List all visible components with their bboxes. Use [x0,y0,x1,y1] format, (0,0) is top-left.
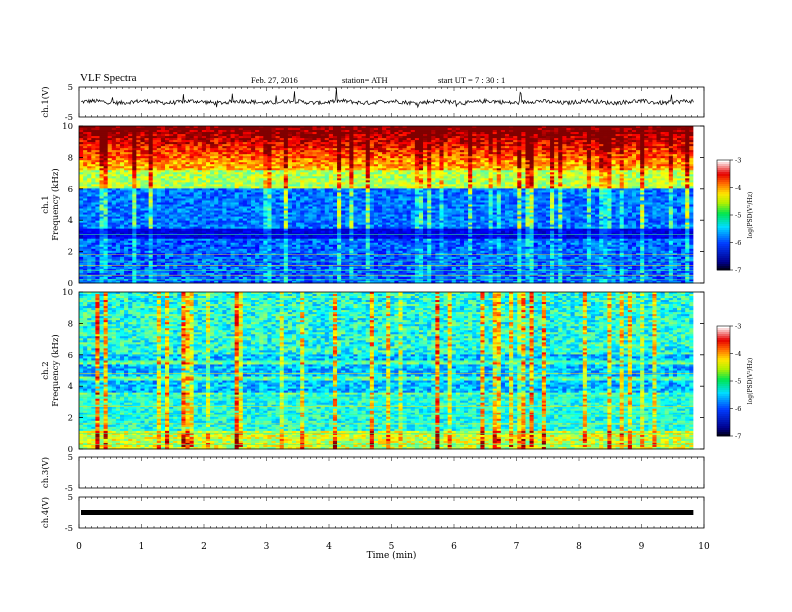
x-tick-2: 2 [201,542,207,552]
ch1-ytick-2: 2 [68,248,73,258]
ch2-ylabel-frequency: Frequency (kHz) [50,334,61,406]
ch1-ytick-4: 4 [68,216,73,226]
ch1-waveform-ylabel: ch.1(V) [40,86,51,117]
ch1-ylabel-channel: ch.1 [41,195,51,213]
vlf-figure: 5-5ch.1(V)0246810ch.1 Frequency (kHz)-3-4… [0,0,792,612]
ch2-ytick-8: 8 [68,319,73,329]
ch3-waveform-ylabel: ch.3(V) [40,457,51,488]
ch1-waveform-trace [81,88,693,108]
ch1-ytick-6: 6 [68,185,73,195]
ch4-waveform-ytick-m5: -5 [65,524,73,534]
ch1-cbar-tick-m7: -7 [735,267,741,275]
ch1-waveform-frame [79,87,704,117]
ch1-ylabel-frequency: Frequency (kHz) [50,168,61,240]
ch1-cbar-tick-m3: -3 [735,157,741,165]
x-tick-0: 0 [76,542,82,552]
ch1-ytick-10: 10 [62,122,73,132]
ch2-spectrogram [79,292,704,449]
ch2-ytick-6: 6 [68,351,73,361]
x-tick-3: 3 [264,542,270,552]
ch2-cbar-tick-m6: -6 [735,405,741,413]
ch1-spectrogram [79,126,704,283]
ch2-cbar-tick-m5: -5 [735,378,741,386]
ch3-waveform-frame [79,457,704,488]
ch3-waveform-ytick-5: 5 [68,453,73,463]
x-tick-10: 10 [698,542,710,552]
x-tick-4: 4 [326,542,332,552]
ch2-cbar-label: log(PSD(V²/Hz) [747,358,754,405]
x-tick-1: 1 [139,542,145,552]
x-tick-9: 9 [639,542,645,552]
x-axis-label: Time (min) [367,550,417,561]
ch2-cbar-tick-m3: -3 [735,323,741,331]
ch2-ytick-10: 10 [62,288,73,298]
ch1-ytick-8: 8 [68,153,73,163]
x-tick-7: 7 [514,542,520,552]
ch2-ylabel-channel: ch.2 [41,361,51,379]
x-tick-6: 6 [451,542,457,552]
ch1-waveform-ytick-5: 5 [68,83,73,93]
ch1-cbar-tick-m4: -4 [735,184,741,192]
ch2-ytick-2: 2 [68,414,73,424]
x-tick-8: 8 [576,542,582,552]
ch2-cbar-tick-m4: -4 [735,350,741,358]
ch4-waveform-ytick-5: 5 [68,493,73,503]
ch2-ytick-4: 4 [68,382,73,392]
ch4-waveform-ylabel: ch.4(V) [40,497,51,528]
ch1-cbar-label: log(PSD(V²/Hz) [747,192,754,239]
ch1-cbar-tick-m5: -5 [735,212,741,220]
ch2-cbar-tick-m7: -7 [735,433,741,441]
ch1-cbar-tick-m6: -6 [735,239,741,247]
